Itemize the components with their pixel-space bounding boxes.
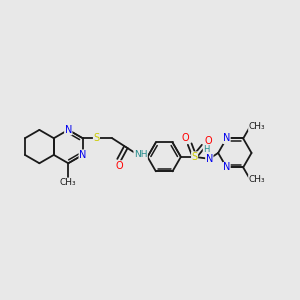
Text: O: O: [205, 136, 212, 146]
Text: H: H: [203, 145, 210, 154]
Text: N: N: [223, 162, 230, 172]
Text: S: S: [191, 152, 198, 162]
Text: NH: NH: [134, 150, 147, 159]
Text: N: N: [206, 154, 213, 164]
Text: S: S: [93, 133, 100, 143]
Text: N: N: [79, 150, 86, 160]
Text: O: O: [182, 133, 190, 143]
Text: CH₃: CH₃: [249, 175, 265, 184]
Text: O: O: [115, 161, 123, 171]
Text: CH₃: CH₃: [60, 178, 76, 188]
Text: N: N: [223, 134, 230, 143]
Text: N: N: [64, 125, 72, 135]
Text: CH₃: CH₃: [249, 122, 265, 131]
